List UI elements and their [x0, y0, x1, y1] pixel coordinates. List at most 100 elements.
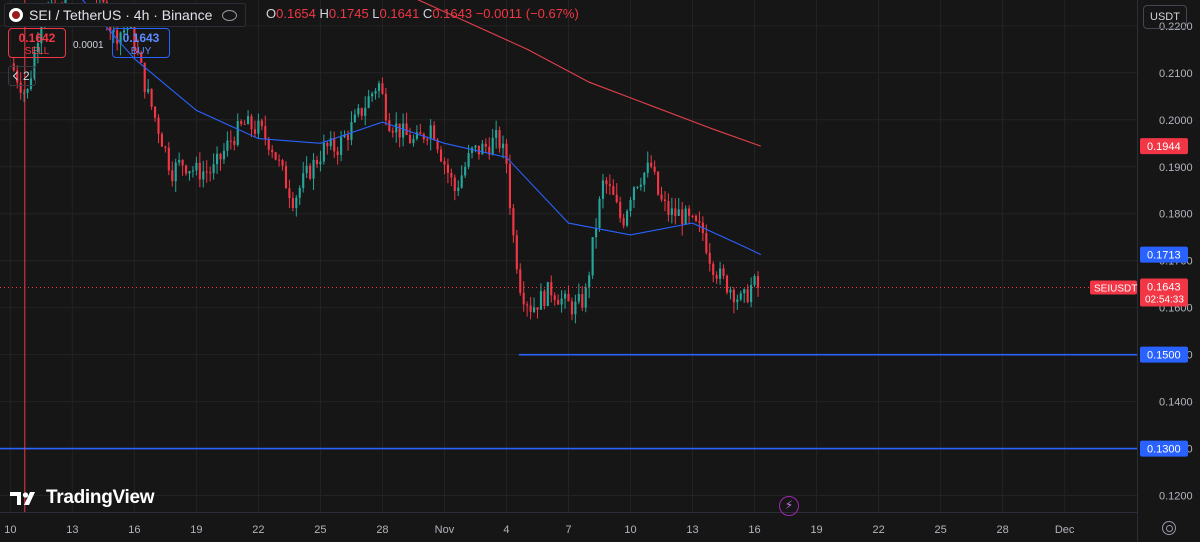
tradingview-logo[interactable]: TradingView	[10, 487, 155, 509]
candle-body	[274, 152, 277, 160]
candle-body	[153, 106, 157, 118]
candle-body	[619, 202, 622, 219]
candle-body	[670, 208, 673, 215]
x-tick-label: 25	[934, 524, 946, 536]
gear-icon[interactable]	[1162, 521, 1176, 535]
currency-selector[interactable]: USDT	[1143, 5, 1187, 29]
candle-body	[629, 200, 632, 212]
bar-countdown: 02:54:33	[1145, 294, 1184, 305]
candle-body	[360, 108, 363, 116]
candle-body	[402, 123, 405, 138]
candle-body	[271, 149, 274, 153]
x-tick-label: Dec	[1055, 524, 1075, 536]
candle-body	[474, 145, 477, 148]
candle-body	[560, 298, 563, 305]
candle-body	[481, 143, 484, 155]
candle-body	[312, 159, 315, 179]
x-tick-label: 19	[810, 524, 822, 536]
candle-body	[226, 140, 229, 151]
candle-body	[195, 162, 198, 171]
open-label: O	[266, 6, 277, 21]
buy-button[interactable]: 0.1643 BUY	[112, 28, 170, 58]
candle-body	[212, 164, 215, 174]
candle-body	[708, 252, 711, 264]
candle-body	[164, 146, 167, 148]
candle-body	[495, 130, 498, 138]
candle-body	[574, 301, 577, 315]
line-badge-bg	[1140, 440, 1188, 457]
eye-icon[interactable]	[222, 9, 238, 21]
candle-body	[588, 275, 591, 288]
candle-body	[550, 282, 553, 296]
candle-body	[598, 198, 601, 228]
candle-body	[398, 123, 401, 138]
candle-body	[526, 304, 529, 306]
candle-body	[284, 165, 288, 189]
candle-body	[109, 26, 112, 32]
sell-button[interactable]: 0.1642 SELL	[8, 28, 66, 58]
spread-value: 0.0001	[73, 40, 104, 51]
candle-body	[160, 133, 164, 147]
candle-body	[532, 307, 536, 312]
candle-body	[222, 150, 226, 160]
candle-body	[508, 163, 511, 209]
candle-body	[267, 138, 270, 150]
candle-body	[33, 51, 36, 79]
candle-body	[326, 142, 329, 147]
close-value: 0.1643	[432, 6, 473, 21]
candle-body	[743, 289, 746, 294]
candle-body	[143, 62, 146, 93]
candle-body	[674, 208, 677, 216]
candle-body	[250, 116, 253, 130]
candle-body	[464, 166, 467, 176]
candle-body	[264, 126, 267, 139]
candle-body	[477, 145, 480, 155]
candle-body	[295, 197, 298, 209]
close-label: C	[422, 6, 433, 21]
lightning-icon[interactable]: ⚡	[779, 496, 799, 516]
candle-body	[19, 82, 22, 93]
candle-body	[667, 201, 670, 215]
candle-body	[371, 93, 374, 97]
candle-body	[719, 268, 722, 279]
tradingview-mark-icon	[10, 492, 35, 505]
candle-body	[594, 227, 598, 238]
moving-average-slow	[417, 0, 761, 147]
candle-body	[546, 282, 549, 306]
candle-body	[291, 198, 294, 209]
price-badge: 0.1944	[1147, 141, 1181, 153]
candle-body	[539, 291, 543, 310]
candle-body	[16, 70, 19, 83]
candle-body	[315, 159, 319, 165]
x-tick-label: 16	[748, 524, 760, 536]
indicators-toggle-button[interactable]: 2	[8, 66, 36, 86]
candle-body	[298, 188, 301, 198]
candle-body	[405, 123, 408, 135]
candle-body	[505, 143, 508, 164]
candle-body	[329, 138, 332, 147]
symbol-header[interactable]: SEI / TetherUS · 4h · Binance	[4, 3, 247, 27]
candle-body	[119, 32, 122, 44]
sell-price: 0.1642	[18, 31, 56, 45]
candle-body	[501, 143, 505, 149]
candle-body	[584, 287, 587, 308]
candle-body	[608, 184, 611, 187]
candle-body	[343, 134, 346, 137]
low-label: L	[372, 6, 380, 21]
candle-body	[446, 164, 449, 173]
candle-body	[557, 300, 560, 305]
candle-body	[577, 294, 580, 302]
candle-body	[467, 153, 470, 167]
candle-body	[605, 180, 608, 185]
candle-body	[601, 180, 605, 199]
candle-body	[653, 166, 656, 172]
candle-body	[333, 138, 336, 152]
candle-body	[457, 187, 460, 191]
candle-body	[684, 208, 687, 225]
candle-body	[581, 294, 584, 308]
candle-body	[188, 171, 191, 174]
candle-body	[563, 293, 567, 299]
price-badge-bg	[1140, 246, 1188, 263]
candle-body	[367, 96, 370, 108]
